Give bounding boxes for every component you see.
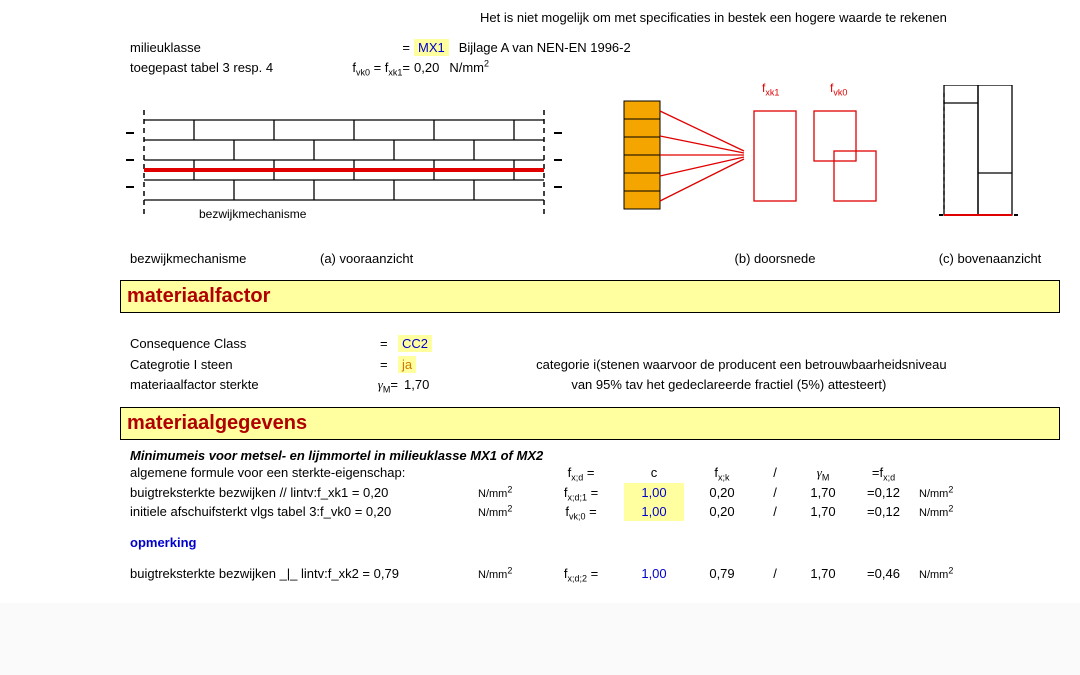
cap-c: (c) bovenaanzicht [930,251,1050,266]
r3-u1: N/mm2 [478,567,538,583]
r3-res: =0,46 [856,564,911,583]
failure-diagram: bezwijkmechanisme [124,85,1064,245]
mg-table: algemene formule voor een sterkte-eigens… [130,463,1050,521]
tabel34-label: toegepast tabel 3 resp. 4 [130,60,310,75]
hdr-eq: =fx;d [856,463,911,482]
cc-val: CC2 [398,335,432,352]
r3-slash: / [760,564,790,583]
r1-gM: 1,70 [798,483,848,502]
hdr-c: c [624,463,684,482]
mfs-val: 1,70 [404,377,429,392]
r3-a: buigtreksterkte bezwijken _|_ lintv:f_xk… [130,564,470,583]
r2-slash: / [760,502,790,521]
cc-eq: = [380,336,398,351]
r1-a: buigtreksterkte bezwijken // lintv:f_xk1… [130,483,470,502]
hdr-fxk: fx;k [692,463,752,482]
cat-note2: van 95% tav het gedeclareerde fractiel (… [571,377,886,392]
r2-fxk: 0,20 [692,502,752,521]
r1-fxk: 0,20 [692,483,752,502]
r2-u2: N/mm2 [919,505,989,521]
cat-eq: = [380,357,398,372]
svg-text:bezwijkmechanisme: bezwijkmechanisme [199,207,307,221]
cat-val: ja [398,356,416,373]
fxk1-label: fxk1 [762,81,779,95]
spec-note: Het is niet mogelijk om met specificatie… [480,0,1050,25]
r2-a: initiele afschuifsterkt vlgs tabel 3:f_v… [130,502,470,521]
row-cat: Categrotie I steen = ja categorie i(sten… [130,356,1050,373]
r1-res: =0,12 [856,483,911,502]
diag-c [939,85,1018,215]
mg-subtitle: Minimumeis voor metsel- en lijmmortel in… [130,448,1050,463]
r3-sym: fx;d;2 = [546,564,616,583]
row-mfs: materiaalfactor sterkte γM= 1,70 van 95%… [130,377,1050,393]
cat-note1: categorie i(stenen waarvoor de producent… [536,357,947,372]
milieu-val: MX1 [414,39,449,56]
milieu-label: milieuklasse [130,40,310,55]
cat-label: Categrotie I steen [130,357,380,372]
r1-slash: / [760,483,790,502]
opmerking: opmerking [130,535,1050,550]
cap-b: (b) doorsnede [620,251,930,266]
milieu-note: Bijlage A van NEN-EN 1996-2 [459,40,631,55]
r2-res: =0,12 [856,502,911,521]
r3-gM: 1,70 [798,564,848,583]
r3-u2: N/mm2 [919,567,989,583]
cc-label: Consequence Class [130,336,380,351]
tabel34-eq: fvk0 = fxk1= [310,60,414,75]
cap-bez: bezwijkmechanisme [130,251,320,266]
tabel34-unit: N/mm2 [449,60,489,75]
r2-gM: 1,70 [798,502,848,521]
fvk0-label: fvk0 [830,81,847,95]
mg-table-2: buigtreksterkte bezwijken _|_ lintv:f_xk… [130,564,1050,583]
hdr-a: algemene formule voor een sterkte-eigens… [130,463,470,482]
r3-c: 1,00 [624,564,684,583]
diag-b [624,101,876,209]
hdr-slash: / [760,463,790,482]
milieu-eq: = [310,40,414,55]
cap-a: (a) vooraanzicht [320,251,620,266]
row-tabel34: toegepast tabel 3 resp. 4 fvk0 = fxk1= 0… [130,60,1050,75]
r2-u1: N/mm2 [478,505,538,521]
row-cc: Consequence Class = CC2 [130,335,1050,352]
r1-u2: N/mm2 [919,486,989,502]
r1-c: 1,00 [624,483,684,502]
r2-c: 1,00 [624,502,684,521]
r2-sym: fvk;0 = [546,502,616,521]
tabel34-val: 0,20 [414,60,439,75]
mfs-sym: γM= [360,377,398,393]
mfs-label: materiaalfactor sterkte [130,377,360,392]
section-materiaalgegevens: materiaalgegevens [120,407,1060,440]
diag-a: bezwijkmechanisme [126,110,562,221]
r3-fxk: 0,79 [692,564,752,583]
hdr-fxd: fx;d = [546,463,616,482]
section-materiaalfactor: materiaalfactor [120,280,1060,313]
view-captions: bezwijkmechanisme (a) vooraanzicht (b) d… [130,251,1050,266]
row-milieuklasse: milieuklasse = MX1 Bijlage A van NEN-EN … [130,39,1050,56]
hdr-gM: γM [798,463,848,483]
r1-sym: fx;d;1 = [546,483,616,502]
r1-u1: N/mm2 [478,486,538,502]
